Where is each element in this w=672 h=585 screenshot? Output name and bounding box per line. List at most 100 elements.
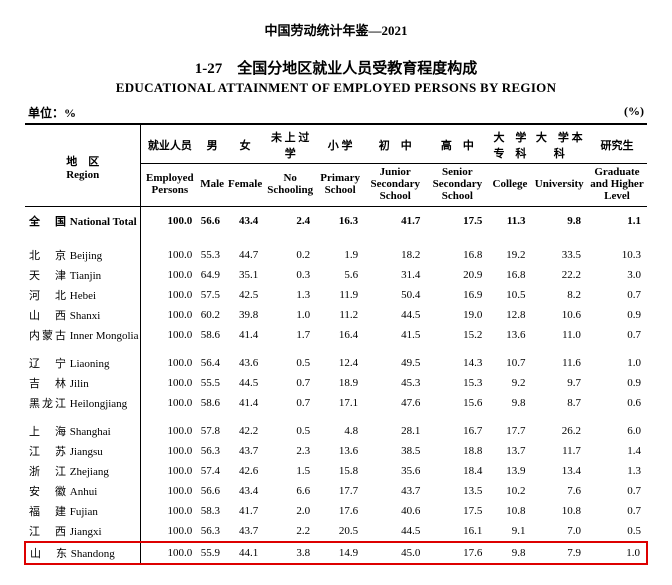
data-cell: 43.4	[226, 481, 264, 501]
data-cell: 39.8	[226, 305, 264, 325]
region-cell: 上 海 Shanghai	[25, 413, 141, 441]
col-junior-cn: 初 中	[364, 124, 426, 164]
data-cell: 22.2	[532, 265, 587, 285]
data-cell: 15.3	[426, 373, 488, 393]
table-row: 黑龙江 Heilongjiang100.058.641.40.717.147.6…	[25, 393, 647, 413]
table-row: 上 海 Shanghai100.057.842.20.54.828.116.71…	[25, 413, 647, 441]
region-cell: 山 西 Shanxi	[25, 305, 141, 325]
data-cell: 31.4	[364, 265, 426, 285]
table-title: 1-27 全国分地区就业人员受教育程度构成 EDUCATIONAL ATTAIN…	[24, 57, 648, 96]
data-cell: 17.7	[316, 481, 364, 501]
data-cell: 33.5	[532, 237, 587, 265]
data-cell: 9.8	[488, 542, 531, 564]
data-cell: 0.7	[587, 325, 647, 345]
data-cell: 16.8	[488, 265, 531, 285]
data-cell: 16.4	[316, 325, 364, 345]
data-cell: 16.3	[316, 207, 364, 238]
region-cell: 内蒙古 Inner Mongolia	[25, 325, 141, 345]
data-cell: 9.7	[532, 373, 587, 393]
data-cell: 15.8	[316, 461, 364, 481]
data-cell: 4.8	[316, 413, 364, 441]
data-cell: 57.8	[198, 413, 226, 441]
data-cell: 100.0	[141, 373, 198, 393]
data-cell: 17.6	[316, 501, 364, 521]
data-cell: 11.6	[532, 345, 587, 373]
table-row: 江 西 Jiangxi100.056.343.72.220.544.516.19…	[25, 521, 647, 542]
data-cell: 44.5	[364, 305, 426, 325]
region-cell: 天 津 Tianjin	[25, 265, 141, 285]
region-cell: 河 北 Hebei	[25, 285, 141, 305]
region-cell: 福 建 Fujian	[25, 501, 141, 521]
data-cell: 0.3	[264, 265, 316, 285]
data-cell: 17.5	[426, 207, 488, 238]
data-cell: 16.8	[426, 237, 488, 265]
data-cell: 8.7	[532, 393, 587, 413]
data-cell: 16.7	[426, 413, 488, 441]
col-female-cn: 女	[226, 124, 264, 164]
data-cell: 41.7	[364, 207, 426, 238]
data-cell: 43.7	[226, 521, 264, 542]
data-cell: 1.5	[264, 461, 316, 481]
data-cell: 0.9	[587, 305, 647, 325]
data-cell: 16.9	[426, 285, 488, 305]
data-cell: 2.2	[264, 521, 316, 542]
region-cell: 吉 林 Jilin	[25, 373, 141, 393]
data-cell: 2.0	[264, 501, 316, 521]
data-cell: 41.7	[226, 501, 264, 521]
data-cell: 10.5	[488, 285, 531, 305]
data-cell: 1.0	[587, 542, 647, 564]
data-cell: 44.1	[226, 542, 264, 564]
data-cell: 9.2	[488, 373, 531, 393]
data-cell: 100.0	[141, 461, 198, 481]
data-cell: 100.0	[141, 237, 198, 265]
table-row: 吉 林 Jilin100.055.544.50.718.945.315.39.2…	[25, 373, 647, 393]
data-cell: 100.0	[141, 305, 198, 325]
data-cell: 0.9	[587, 373, 647, 393]
region-cell: 黑龙江 Heilongjiang	[25, 393, 141, 413]
data-cell: 42.6	[226, 461, 264, 481]
data-cell: 100.0	[141, 501, 198, 521]
title-en: EDUCATIONAL ATTAINMENT OF EMPLOYED PERSO…	[24, 80, 648, 96]
col-college-en: College	[488, 164, 531, 207]
data-cell: 56.3	[198, 441, 226, 461]
data-cell: 5.6	[316, 265, 364, 285]
data-cell: 18.2	[364, 237, 426, 265]
col-employed-en: Employed Persons	[141, 164, 198, 207]
data-cell: 18.8	[426, 441, 488, 461]
data-cell: 28.1	[364, 413, 426, 441]
data-cell: 10.6	[532, 305, 587, 325]
col-junior-en: Junior Secondary School	[364, 164, 426, 207]
data-cell: 45.0	[364, 542, 426, 564]
data-cell: 19.0	[426, 305, 488, 325]
data-cell: 42.5	[226, 285, 264, 305]
data-cell: 15.6	[426, 393, 488, 413]
table-row: 山 东 Shandong100.055.944.13.814.945.017.6…	[25, 542, 647, 564]
data-cell: 56.3	[198, 521, 226, 542]
data-cell: 50.4	[364, 285, 426, 305]
data-cell: 11.9	[316, 285, 364, 305]
data-cell: 100.0	[141, 207, 198, 238]
data-cell: 100.0	[141, 441, 198, 461]
yearbook-title: 中国劳动统计年鉴—2021	[24, 20, 648, 39]
data-cell: 6.0	[587, 413, 647, 441]
data-cell: 56.6	[198, 207, 226, 238]
data-cell: 47.6	[364, 393, 426, 413]
region-cell: 浙 江 Zhejiang	[25, 461, 141, 481]
data-cell: 12.4	[316, 345, 364, 373]
data-cell: 2.4	[264, 207, 316, 238]
data-cell: 13.9	[488, 461, 531, 481]
table-row: 辽 宁 Liaoning100.056.443.60.512.449.514.3…	[25, 345, 647, 373]
col-female-en: Female	[226, 164, 264, 207]
data-cell: 10.8	[488, 501, 531, 521]
data-cell: 44.5	[364, 521, 426, 542]
data-cell: 0.5	[587, 521, 647, 542]
data-cell: 7.9	[532, 542, 587, 564]
data-cell: 10.3	[587, 237, 647, 265]
data-cell: 0.7	[587, 501, 647, 521]
table-row: 河 北 Hebei100.057.542.51.311.950.416.910.…	[25, 285, 647, 305]
table-row: 内蒙古 Inner Mongolia100.058.641.41.716.441…	[25, 325, 647, 345]
data-cell: 41.4	[226, 325, 264, 345]
data-cell: 0.5	[264, 345, 316, 373]
data-cell: 1.0	[587, 345, 647, 373]
data-table: 地 区Region 就业人员 男 女 未 上 过 学 小 学 初 中 高 中 大…	[24, 123, 648, 565]
